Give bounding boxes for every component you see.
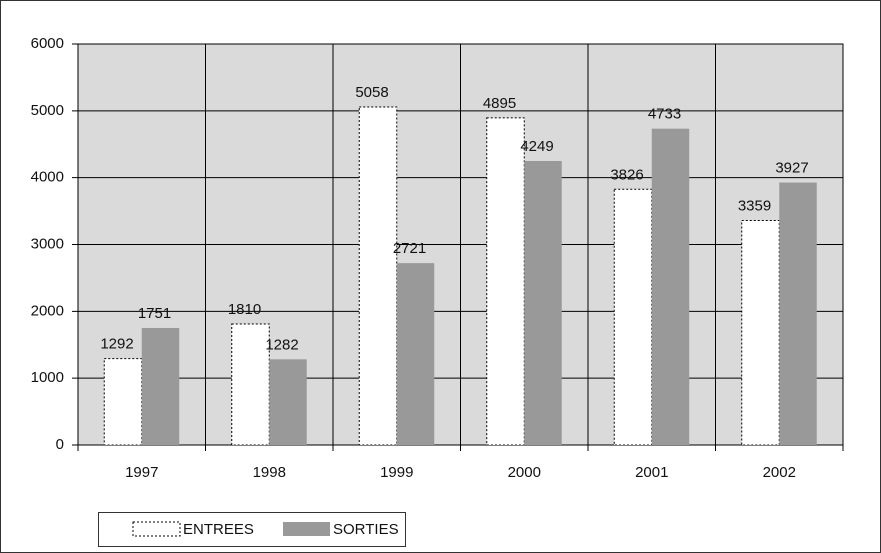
legend-label: SORTIES [333,521,399,538]
x-tick-label: 2002 [763,464,796,481]
x-tick-label: 2000 [508,464,541,481]
y-tick-label: 2000 [31,302,64,319]
data-label: 1751 [138,305,171,322]
data-label: 4733 [648,106,681,123]
data-label: 3826 [610,166,643,183]
legend-label: ENTREES [183,521,254,538]
x-tick-label: 1998 [253,464,286,481]
data-label: 5058 [355,84,388,101]
x-tick-label: 1997 [125,464,158,481]
bar [524,161,562,446]
y-tick-label: 6000 [31,35,64,52]
bar [613,188,653,446]
data-label: 1810 [228,301,261,318]
bar [779,182,817,445]
data-label: 4249 [520,138,553,155]
y-tick-label: 3000 [31,235,64,252]
bar [651,128,690,445]
legend-swatch [283,522,330,536]
data-label: 3359 [738,197,771,214]
y-tick-label: 4000 [31,169,64,186]
y-tick-label: 0 [56,436,64,453]
bar [741,220,780,446]
data-label: 3927 [775,160,808,177]
bar [103,358,143,446]
legend-swatch [132,521,181,537]
x-tick-label: 2001 [635,464,668,481]
bar [231,323,270,446]
data-label: 1282 [265,336,298,353]
bar [358,106,398,446]
x-tick-label: 1999 [380,464,413,481]
bar [486,117,525,446]
bar [141,327,180,445]
data-label: 1292 [100,336,133,353]
bar [269,359,307,445]
y-tick-label: 1000 [31,369,64,386]
bar [396,263,435,445]
data-label: 2721 [393,240,426,257]
y-tick-label: 5000 [31,102,64,119]
data-label: 4895 [483,95,516,112]
